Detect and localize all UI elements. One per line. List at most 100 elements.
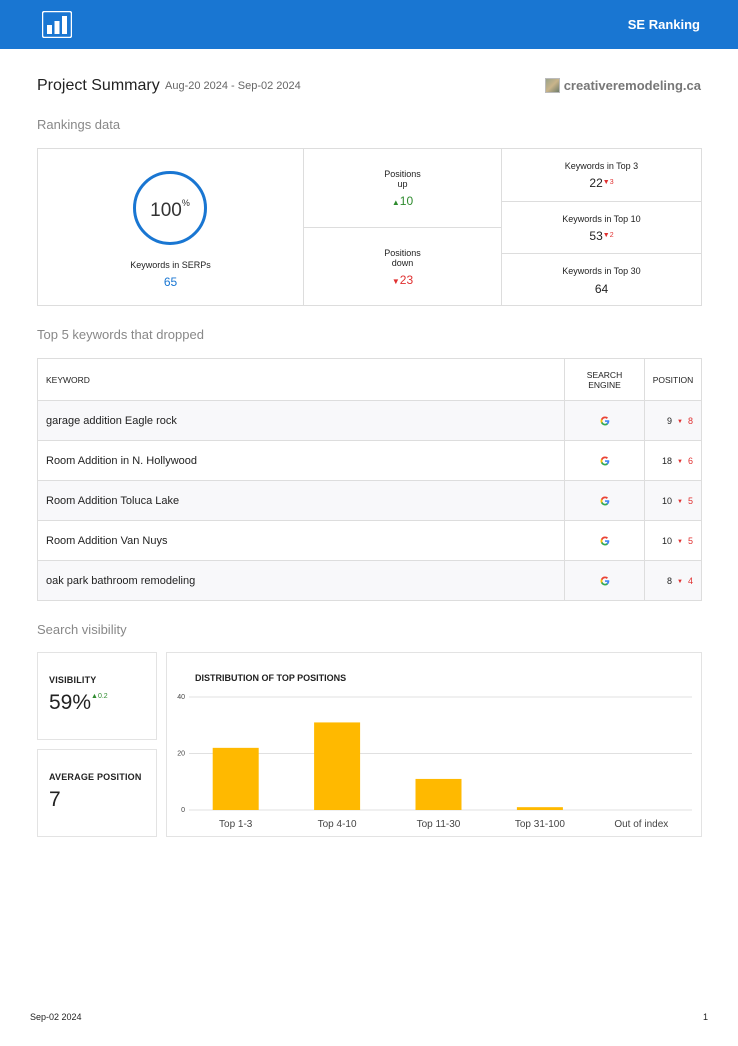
table-row: Room Addition Toluca Lake 10 ▼ 5 xyxy=(37,480,702,521)
table-row: garage addition Eagle rock 9 ▼ 8 xyxy=(37,400,702,441)
positions-down-label-1: Positions xyxy=(384,248,421,258)
keyword-cell: garage addition Eagle rock xyxy=(37,400,565,441)
keyword-cell: Room Addition Toluca Lake xyxy=(37,480,565,521)
y-tick-label: 20 xyxy=(177,751,185,758)
positions-up-value: ▲10 xyxy=(391,194,414,208)
google-icon xyxy=(600,536,609,546)
serp-card: 100% Keywords in SERPs 65 xyxy=(37,148,304,306)
average-position-card: AVERAGE POSITION 7 xyxy=(37,749,157,837)
brand-name: SE Ranking xyxy=(627,17,700,32)
page-number: 1 xyxy=(702,1012,708,1022)
top10-value: 53▼2 xyxy=(589,229,614,243)
search-engine-cell xyxy=(564,520,645,561)
keyword-column-header: KEYWORD xyxy=(37,358,565,401)
bar xyxy=(212,747,259,810)
dropped-section-title: Top 5 keywords that dropped xyxy=(37,327,204,342)
rankings-section-title: Rankings data xyxy=(37,117,121,132)
bar xyxy=(516,807,563,810)
serp-value: 65 xyxy=(163,275,178,289)
x-tick-label: Top 1-3 xyxy=(219,819,253,830)
search-engine-cell xyxy=(564,400,645,441)
footer-date: Sep-02 2024 xyxy=(30,1012,82,1022)
positions-down-value: ▼23 xyxy=(391,273,414,287)
arrow-up-icon: ▲ xyxy=(391,198,400,207)
top3-label: Keywords in Top 3 xyxy=(564,161,639,171)
keyword-cell: Room Addition in N. Hollywood xyxy=(37,440,565,481)
average-position-label: AVERAGE POSITION xyxy=(49,772,142,782)
table-row: oak park bathroom remodeling 8 ▼ 4 xyxy=(37,560,702,601)
google-icon xyxy=(600,416,609,426)
percent-sign: % xyxy=(181,198,190,208)
top-bar: SE Ranking xyxy=(0,0,738,49)
search-engine-cell xyxy=(564,480,645,521)
y-tick-label: 0 xyxy=(181,807,185,814)
position-value: 8 xyxy=(666,575,672,586)
x-tick-label: Top 31-100 xyxy=(515,819,565,830)
arrow-down-icon: ▼ xyxy=(677,418,683,425)
date-range: Aug-20 2024 - Sep-02 2024 xyxy=(165,80,301,92)
x-tick-label: Top 11-30 xyxy=(417,819,461,830)
arrow-down-icon: ▼ xyxy=(391,277,400,286)
google-icon xyxy=(600,496,609,506)
table-row: Room Addition in N. Hollywood 18 ▼ 6 xyxy=(37,440,702,481)
search-engine-cell xyxy=(564,560,645,601)
position-cell: 18 ▼ 6 xyxy=(644,440,702,481)
table-row: Room Addition Van Nuys 10 ▼ 5 xyxy=(37,520,702,561)
top3-value: 22▼3 xyxy=(589,176,614,190)
positions-up-card: Positions up ▲10 xyxy=(303,148,502,228)
visibility-value: 59%▲0.2 xyxy=(49,691,108,714)
dropped-keywords-table: KEYWORD SEARCH ENGINE POSITION garage ad… xyxy=(37,358,702,601)
arrow-down-icon: ▼ xyxy=(677,578,683,585)
position-cell: 10 ▼ 5 xyxy=(644,480,702,521)
top10-label: Keywords in Top 10 xyxy=(562,214,641,224)
positions-down-label-2: down xyxy=(391,258,414,268)
visibility-label: VISIBILITY xyxy=(49,675,97,685)
visibility-card: VISIBILITY 59%▲0.2 xyxy=(37,652,157,740)
serp-percent-circle: 100% xyxy=(133,171,207,245)
distribution-chart: 0 20 40 Top 1-3 Top 4-10 Top 11-30 Top 31-100 O… xyxy=(177,694,692,830)
top3-delta: ▼3 xyxy=(602,179,614,186)
serp-percent: 100 xyxy=(150,200,182,221)
chart-title: DISTRIBUTION OF TOP POSITIONS xyxy=(195,673,347,683)
top3-card: Keywords in Top 3 22▼3 xyxy=(501,148,702,202)
position-value: 18 xyxy=(661,455,672,466)
site-favicon-icon xyxy=(544,78,560,93)
table-header-row: KEYWORD SEARCH ENGINE POSITION xyxy=(37,358,702,401)
top10-delta: ▼2 xyxy=(602,232,614,239)
positions-up-label-2: up xyxy=(397,179,408,189)
position-drop: ▼ 5 xyxy=(677,535,693,546)
positions-down-card: Positions down ▼23 xyxy=(303,227,502,306)
position-cell: 10 ▼ 5 xyxy=(644,520,702,561)
position-value: 10 xyxy=(661,535,672,546)
serp-label: Keywords in SERPs xyxy=(130,260,211,270)
google-icon xyxy=(600,576,609,586)
visibility-section-title: Search visibility xyxy=(37,622,127,637)
bar xyxy=(415,778,462,810)
arrow-down-icon: ▼ xyxy=(677,498,683,505)
position-column-header: POSITION xyxy=(644,358,702,401)
position-drop: ▼ 6 xyxy=(677,455,693,466)
position-drop: ▼ 8 xyxy=(677,415,693,426)
position-drop: ▼ 5 xyxy=(677,495,693,506)
visibility-delta: ▲0.2 xyxy=(91,693,108,700)
project-domain: creativeremodeling.ca xyxy=(544,78,701,93)
arrow-down-icon: ▼ xyxy=(677,458,683,465)
keyword-cell: oak park bathroom remodeling xyxy=(37,560,565,601)
engine-column-header: SEARCH ENGINE xyxy=(564,358,645,401)
top10-card: Keywords in Top 10 53▼2 xyxy=(501,201,702,254)
keyword-cell: Room Addition Van Nuys xyxy=(37,520,565,561)
position-value: 10 xyxy=(661,495,672,506)
position-cell: 9 ▼ 8 xyxy=(644,400,702,441)
y-tick-label: 40 xyxy=(177,694,185,701)
top30-label: Keywords in Top 30 xyxy=(562,266,641,276)
position-cell: 8 ▼ 4 xyxy=(644,560,702,601)
position-drop: ▼ 4 xyxy=(677,575,693,586)
bar-chart-icon xyxy=(42,11,72,38)
arrow-down-icon: ▼ xyxy=(677,538,683,545)
position-value: 9 xyxy=(666,415,672,426)
x-tick-label: Top 4-10 xyxy=(318,819,357,830)
average-position-value: 7 xyxy=(49,788,61,811)
page-title: Project Summary xyxy=(37,77,160,94)
positions-up-label-1: Positions xyxy=(384,169,421,179)
bar xyxy=(314,722,361,810)
